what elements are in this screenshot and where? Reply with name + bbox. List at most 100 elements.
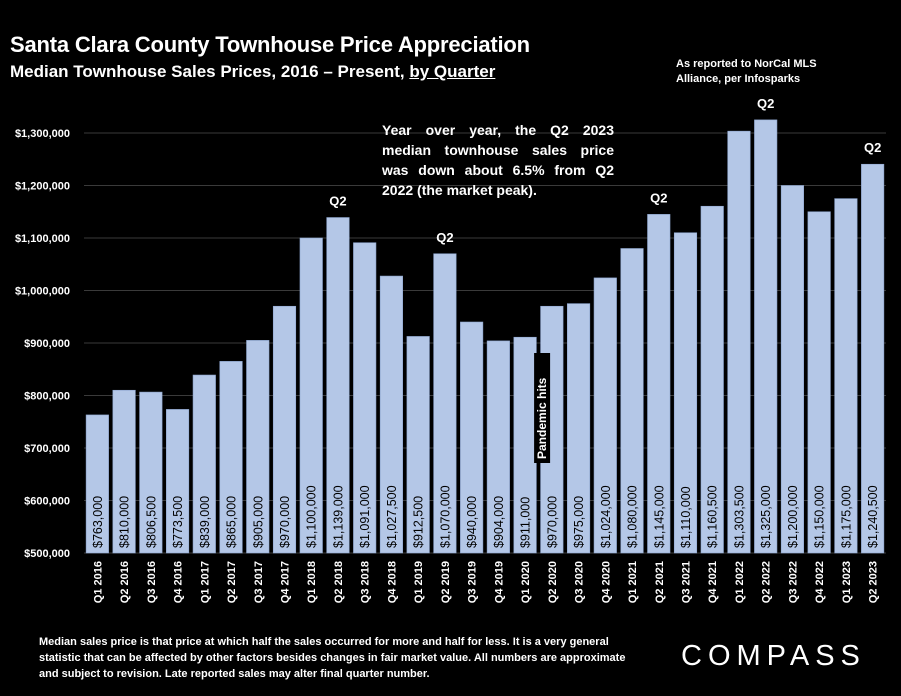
x-tick-label: Q4 2016 xyxy=(173,561,185,603)
chart-subtitle: Median Townhouse Sales Prices, 2016 – Pr… xyxy=(10,62,495,82)
y-tick-label: $700,000 xyxy=(24,443,70,455)
bar-value-label: $1,240,500 xyxy=(866,485,880,548)
x-tick-label: Q4 2017 xyxy=(280,561,292,603)
q2-annotation: Q2 xyxy=(329,194,346,209)
bar-value-label: $1,080,000 xyxy=(626,485,640,548)
x-tick-label: Q1 2020 xyxy=(520,561,532,603)
bar-value-label: $1,150,000 xyxy=(813,485,827,548)
x-tick-label: Q2 2017 xyxy=(226,561,238,603)
x-tick-label: Q3 2021 xyxy=(681,561,693,603)
q2-annotation: Q2 xyxy=(757,96,774,111)
subtitle-by-quarter: by Quarter xyxy=(409,62,496,81)
x-tick-label: Q3 2019 xyxy=(467,561,479,603)
y-tick-label: $600,000 xyxy=(24,496,70,508)
bar-chart: $500,000 $600,000 $700,000 $800,000 $900,000… xyxy=(15,96,886,603)
bar xyxy=(620,248,644,554)
bar xyxy=(834,198,858,554)
bar xyxy=(406,336,430,554)
bar-value-label: $940,000 xyxy=(465,496,479,548)
x-tick-label: Q4 2020 xyxy=(600,561,612,603)
x-tick-label: Q4 2018 xyxy=(386,561,398,603)
bar xyxy=(486,340,510,554)
q2-annotation: Q2 xyxy=(650,190,667,205)
bar xyxy=(567,303,591,554)
bar xyxy=(299,237,323,554)
bar-value-label: $806,500 xyxy=(144,496,158,548)
y-tick-label: $1,300,000 xyxy=(15,128,70,140)
bar xyxy=(379,275,403,554)
bar xyxy=(112,389,136,554)
x-tick-label: Q1 2017 xyxy=(199,561,211,603)
x-tick-label: Q1 2016 xyxy=(92,561,104,603)
x-tick-label: Q4 2019 xyxy=(493,561,505,603)
x-tick-label: Q1 2019 xyxy=(413,561,425,603)
bar xyxy=(246,340,270,554)
bar xyxy=(861,163,885,554)
callout-text: Year over year, the Q2 2023 median townh… xyxy=(382,122,614,198)
x-tick-label: Q4 2022 xyxy=(814,561,826,603)
x-tick-label: Q3 2017 xyxy=(253,561,265,603)
bar-value-label: $911,000 xyxy=(519,497,533,548)
bar-value-label: $810,000 xyxy=(118,496,132,548)
bar xyxy=(593,277,617,554)
bar xyxy=(326,217,350,554)
pandemic-note-background xyxy=(534,353,551,463)
bar-value-label: $1,175,000 xyxy=(839,485,853,548)
bar xyxy=(219,361,243,554)
bar-value-label: $904,000 xyxy=(492,496,506,548)
bar xyxy=(433,253,457,554)
bar-value-label: $1,091,000 xyxy=(358,485,372,548)
bar-value-label: $1,145,000 xyxy=(652,485,666,548)
q2-annotation: Q2 xyxy=(864,140,881,155)
bar xyxy=(192,374,216,554)
bar-value-label: $1,200,000 xyxy=(786,485,800,548)
x-tick-label: Q2 2020 xyxy=(547,561,559,603)
bar xyxy=(85,414,109,554)
bar xyxy=(647,214,671,554)
bar-value-label: $975,000 xyxy=(572,496,586,548)
x-tick-label: Q1 2021 xyxy=(627,561,639,603)
bar xyxy=(272,305,297,554)
bar xyxy=(166,409,190,554)
bar-value-label: $1,027,500 xyxy=(385,485,399,548)
subtitle-text: Median Townhouse Sales Prices, 2016 – Pr… xyxy=(10,62,410,81)
x-tick-label: Q2 2016 xyxy=(119,561,131,603)
x-tick-label: Q2 2023 xyxy=(868,561,880,603)
bar-value-label: $1,100,000 xyxy=(305,485,319,548)
x-tick-label: Q1 2023 xyxy=(841,561,853,603)
y-tick-label: $900,000 xyxy=(24,338,70,350)
x-tick-label: Q4 2021 xyxy=(707,561,719,603)
bar-value-label: $970,000 xyxy=(278,496,292,548)
bar-value-label: $970,000 xyxy=(545,496,559,548)
bar xyxy=(780,185,804,554)
bar-value-label: $1,303,500 xyxy=(732,485,746,548)
x-tick-label: Q1 2022 xyxy=(734,561,746,603)
x-tick-label: Q3 2018 xyxy=(360,561,372,603)
bar-value-label: $763,000 xyxy=(91,496,105,548)
bar-value-label: $1,325,000 xyxy=(759,485,773,548)
x-tick-label: Q2 2022 xyxy=(761,561,773,603)
bar-value-label: $773,500 xyxy=(171,496,185,548)
bar xyxy=(673,232,698,554)
bar-value-label: $1,024,000 xyxy=(599,485,613,548)
y-tick-label: $1,000,000 xyxy=(15,286,70,298)
y-tick-label: $800,000 xyxy=(24,391,70,403)
x-tick-label: Q3 2016 xyxy=(146,561,158,603)
bar xyxy=(700,205,724,554)
bar-value-label: $1,070,000 xyxy=(438,485,452,548)
bar xyxy=(353,242,377,554)
source-note: As reported to NorCal MLS Alliance, per … xyxy=(676,58,817,85)
bar-value-label: $839,000 xyxy=(198,496,212,548)
y-tick-label: $500,000 xyxy=(24,548,70,560)
bar-value-label: $865,000 xyxy=(225,496,239,548)
bar xyxy=(139,391,163,554)
x-tick-label: Q1 2018 xyxy=(306,561,318,603)
bar xyxy=(807,211,831,554)
y-tick-label: $1,100,000 xyxy=(15,233,70,245)
bar-value-label: $905,000 xyxy=(251,496,265,548)
x-tick-label: Q2 2019 xyxy=(440,561,452,603)
x-tick-label: Q3 2022 xyxy=(787,561,799,603)
bar-value-label: $912,500 xyxy=(412,496,426,548)
bar xyxy=(727,130,751,554)
x-tick-label: Q3 2020 xyxy=(574,561,586,603)
